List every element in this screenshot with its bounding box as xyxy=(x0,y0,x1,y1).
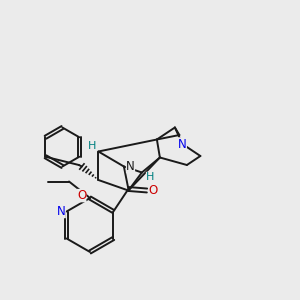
Text: N: N xyxy=(126,160,135,173)
Text: O: O xyxy=(148,184,158,197)
Text: O: O xyxy=(77,189,86,202)
Text: N: N xyxy=(57,205,66,218)
Text: H: H xyxy=(146,172,154,182)
Text: N: N xyxy=(178,137,187,151)
Text: H: H xyxy=(88,141,96,151)
